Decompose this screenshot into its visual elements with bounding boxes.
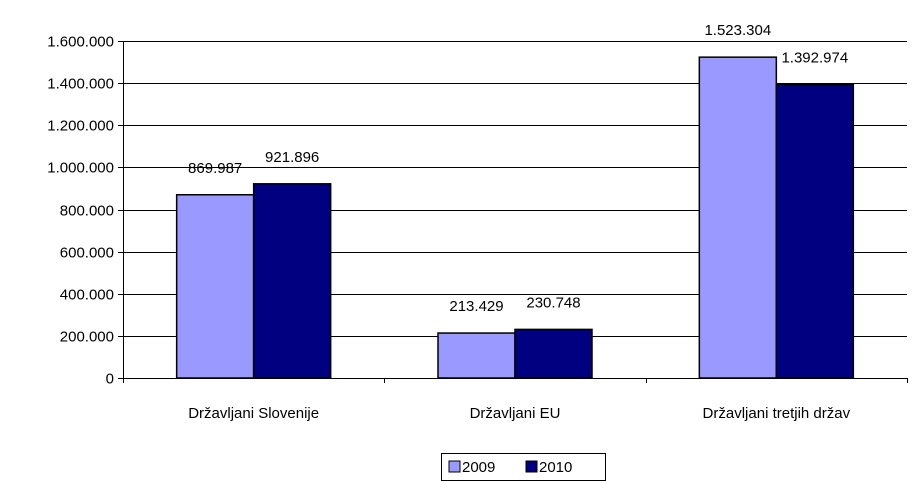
bar-2009-1 (437, 332, 516, 379)
y-tick-label: 1.200.000 (47, 118, 114, 135)
legend-label-2009: 2009 (462, 459, 495, 476)
data-labels: 869.987 921.896 213.429 230.748 1.523.304 1.3… (188, 22, 848, 315)
data-label-2009-1: 213.429 (449, 298, 503, 315)
legend-box (441, 453, 606, 481)
bar-2009-0 (175, 194, 255, 379)
y-tick-label: 1.600.000 (47, 34, 114, 51)
bar-2010-1 (514, 328, 593, 379)
data-label-2009-2: 1.523.304 (704, 22, 771, 39)
data-label-2010-2: 1.392.974 (781, 50, 848, 67)
legend-label-2010: 2010 (539, 459, 572, 476)
data-label-2010-0: 921.896 (265, 149, 319, 166)
data-label-2010-1: 230.748 (526, 294, 580, 311)
x-category-label: Državljani Slovenije (188, 405, 319, 422)
y-tick-label: 400.000 (60, 287, 114, 304)
x-category-label: Državljani tretjih držav (703, 405, 851, 422)
y-tick-label: 200.000 (60, 329, 114, 346)
legend-swatch-2010 (525, 460, 538, 473)
x-axis: Državljani Slovenije Državljani EU Državlj… (123, 378, 908, 422)
bar-2010-2 (775, 83, 855, 379)
y-axis: 0 200.000 400.000 600.000 800.000 1.000.000 1.… (47, 34, 124, 388)
bars (175, 56, 855, 379)
y-tick-label: 0 (106, 371, 114, 388)
x-category-label: Državljani EU (470, 405, 561, 422)
legend: 2009 2010 (441, 453, 606, 481)
y-tick-label: 1.000.000 (47, 160, 114, 177)
bar-2010-0 (252, 183, 332, 379)
data-label-2009-0: 869.987 (188, 160, 242, 177)
y-tick-label: 800.000 (60, 203, 114, 220)
bar-2009-2 (698, 56, 778, 379)
y-tick-label: 1.400.000 (47, 76, 114, 93)
y-tick-label: 600.000 (60, 245, 114, 262)
legend-swatch-2009 (448, 460, 461, 473)
